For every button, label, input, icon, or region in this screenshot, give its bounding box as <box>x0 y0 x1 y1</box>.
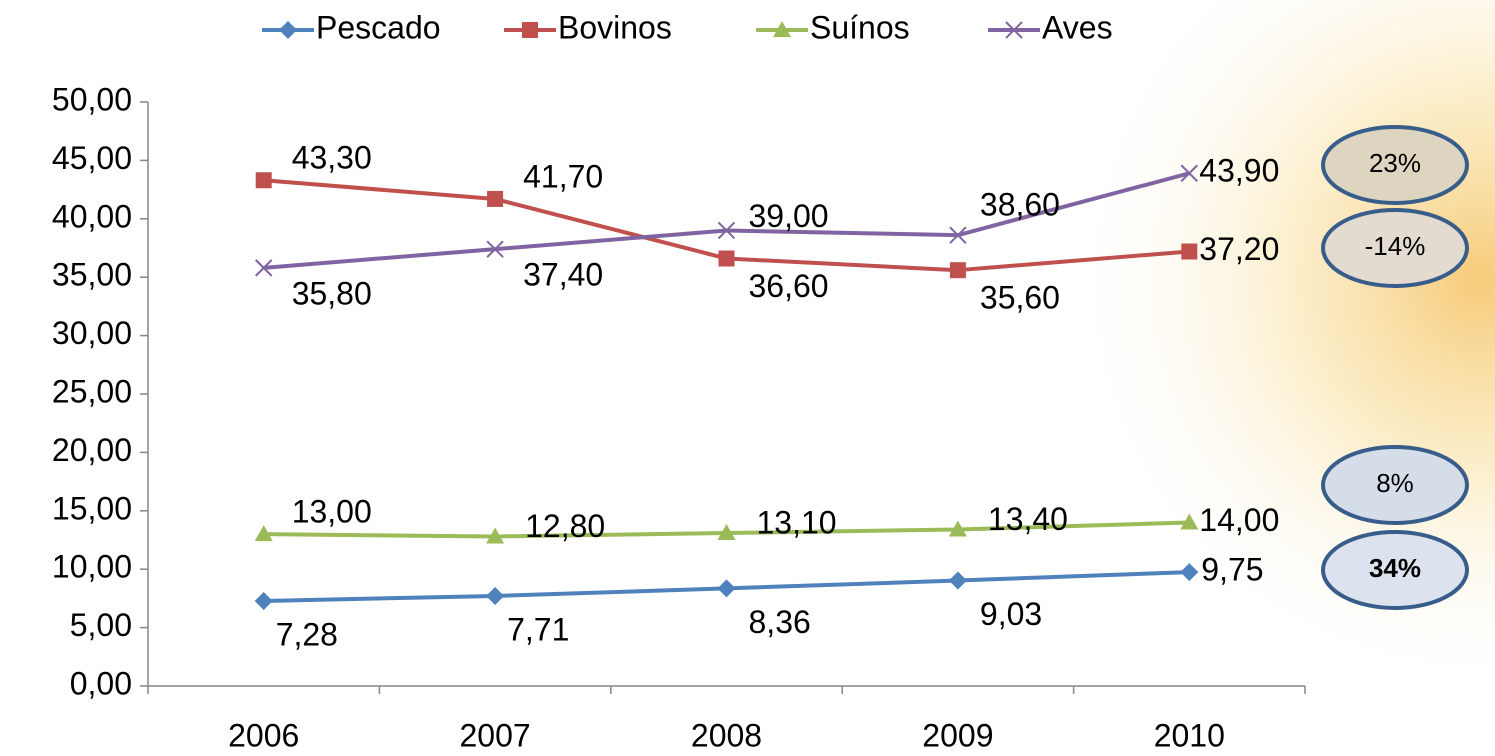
y-tick-label: 35,00 <box>52 257 132 293</box>
marker <box>254 591 273 610</box>
data-label: 7,71 <box>507 611 569 647</box>
y-tick-label: 0,00 <box>70 665 132 701</box>
data-label: 13,40 <box>988 501 1068 537</box>
legend-label: Bovinos <box>558 9 672 45</box>
marker <box>279 21 297 39</box>
data-label: 43,30 <box>292 140 372 176</box>
annotation-oval <box>1321 125 1469 205</box>
x-tick-label: 2006 <box>228 717 299 753</box>
data-label: 14,00 <box>1199 502 1279 538</box>
data-label: 37,40 <box>523 257 603 293</box>
marker <box>717 523 736 540</box>
marker <box>773 21 791 37</box>
annotation: 8% <box>1376 468 1414 498</box>
y-tick-label: 30,00 <box>52 315 132 351</box>
marker <box>718 250 735 267</box>
x-tick-label: 2008 <box>691 717 762 753</box>
marker <box>717 579 736 598</box>
marker <box>949 226 967 244</box>
legend-item: Aves <box>988 9 1113 45</box>
marker <box>1180 513 1199 530</box>
background <box>900 0 1495 756</box>
legend-item: Suínos <box>756 9 910 45</box>
legend-label: Aves <box>1042 9 1113 45</box>
annotation: 34% <box>1369 553 1421 583</box>
marker <box>487 190 504 207</box>
marker <box>717 221 736 240</box>
legend-item: Bovinos <box>504 9 672 45</box>
marker <box>254 259 273 277</box>
marker <box>486 240 504 258</box>
data-label: 13,00 <box>292 494 372 530</box>
marker <box>522 22 538 38</box>
data-label: 35,60 <box>980 280 1060 316</box>
data-label: 8,36 <box>749 604 811 640</box>
legend-label: Suínos <box>810 9 910 45</box>
data-label: 38,60 <box>980 187 1060 223</box>
marker <box>1180 563 1199 582</box>
y-tick-label: 20,00 <box>52 432 132 468</box>
y-tick-label: 25,00 <box>52 373 132 409</box>
data-label: 41,70 <box>523 158 603 194</box>
marker <box>1180 164 1199 182</box>
legend-item: Pescado <box>262 9 441 45</box>
marker <box>1005 21 1023 39</box>
data-label: 39,00 <box>749 198 829 234</box>
annotation-oval <box>1321 208 1469 288</box>
x-tick-label: 2007 <box>460 717 531 753</box>
marker <box>255 172 272 189</box>
marker <box>486 527 505 544</box>
data-label: 37,20 <box>1199 231 1279 267</box>
x-tick-label: 2010 <box>1154 717 1225 753</box>
data-label: 12,80 <box>525 508 605 544</box>
marker <box>254 525 273 542</box>
data-label: 43,90 <box>1199 153 1279 189</box>
marker <box>486 586 505 605</box>
y-tick-label: 15,00 <box>52 490 132 526</box>
marker <box>949 262 966 279</box>
data-label: 9,75 <box>1201 552 1263 588</box>
annotation: -14% <box>1365 231 1426 261</box>
y-tick-label: 10,00 <box>52 549 132 585</box>
data-label: 36,60 <box>749 268 829 304</box>
annotation: 23% <box>1369 148 1421 178</box>
annotation-oval <box>1321 530 1469 610</box>
x-tick-label: 2009 <box>922 717 993 753</box>
marker <box>948 520 967 537</box>
data-label: 7,28 <box>276 616 338 652</box>
marker <box>1181 243 1198 260</box>
data-label: 9,03 <box>980 596 1042 632</box>
y-tick-label: 50,00 <box>52 81 132 117</box>
legend-label: Pescado <box>316 9 441 45</box>
data-label: 13,10 <box>757 504 837 540</box>
annotation-oval <box>1321 445 1469 525</box>
y-tick-label: 45,00 <box>52 140 132 176</box>
y-tick-label: 40,00 <box>52 198 132 234</box>
marker <box>948 571 967 590</box>
data-label: 35,80 <box>292 275 372 311</box>
y-tick-label: 5,00 <box>70 607 132 643</box>
